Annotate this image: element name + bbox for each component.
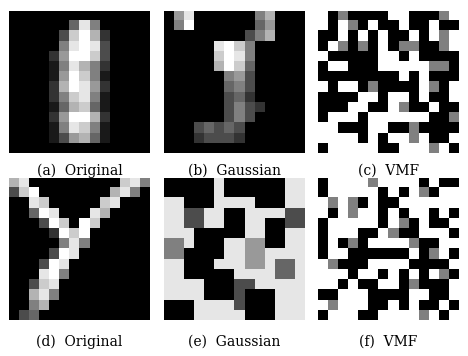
Text: (e)  Gaussian: (e) Gaussian [188, 335, 280, 349]
Text: (b)  Gaussian: (b) Gaussian [188, 164, 280, 178]
Text: (f)  VMF: (f) VMF [359, 335, 417, 349]
Text: (d)  Original: (d) Original [37, 335, 123, 349]
Text: (c)  VMF: (c) VMF [358, 164, 419, 178]
Text: (a)  Original: (a) Original [37, 164, 123, 178]
